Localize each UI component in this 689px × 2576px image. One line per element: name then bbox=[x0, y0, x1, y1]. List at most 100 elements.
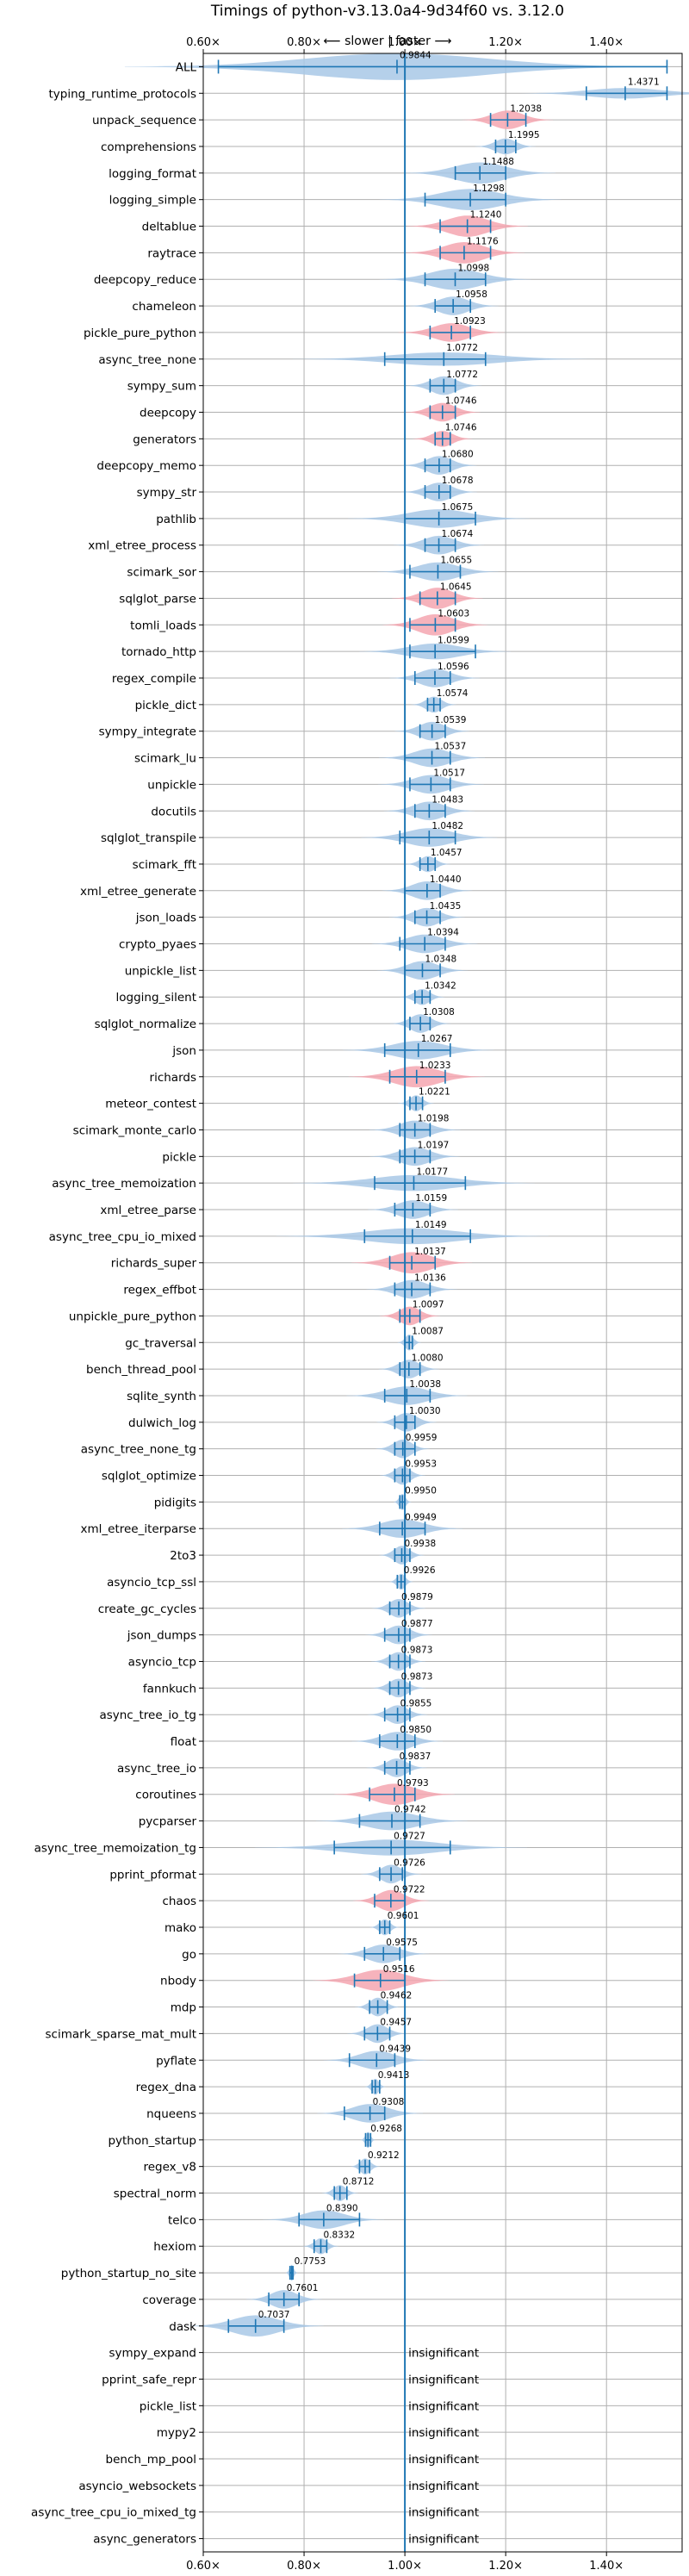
insignificant-label: insignificant bbox=[408, 2373, 479, 2386]
value-label: 1.0958 bbox=[456, 289, 487, 300]
y-tick-label: bench_thread_pool bbox=[86, 1363, 196, 1377]
y-tick-label: sympy_sum bbox=[127, 380, 196, 394]
value-label: 0.7037 bbox=[258, 2310, 290, 2320]
x-tick-label-bottom: 1.00× bbox=[388, 2560, 422, 2573]
x-tick-label-top: 1.40× bbox=[589, 36, 624, 49]
chart-title: Timings of python-v3.13.0a4-9d34f60 vs. … bbox=[210, 3, 564, 20]
value-label: 0.9959 bbox=[406, 1433, 438, 1443]
value-label: 1.1488 bbox=[482, 157, 514, 167]
y-tick-label: chameleon bbox=[132, 300, 196, 314]
y-tick-label: sqlglot_normalize bbox=[95, 1017, 196, 1031]
value-label: 0.9601 bbox=[388, 1911, 419, 1921]
insignificant-label: insignificant bbox=[408, 2453, 479, 2467]
value-label: 0.9949 bbox=[405, 1512, 437, 1522]
y-tick-label: json_loads bbox=[135, 912, 196, 925]
value-label: 1.0435 bbox=[430, 901, 462, 912]
value-label: 1.0517 bbox=[433, 768, 465, 779]
tick-layer: 0.60× 0.60× 0.80× 0.80× 1.00× 1.00× 1.20× 1.20×… bbox=[31, 36, 624, 2573]
label-layer: 0.9844 1.4371 1.2038 1.1995 1.1488 1.1298 1.12… bbox=[258, 51, 660, 2547]
y-tick-label: deepcopy bbox=[140, 406, 196, 420]
y-tick-label: dask bbox=[169, 2320, 196, 2334]
y-tick-label: async_tree_memoization bbox=[52, 1177, 196, 1191]
value-label: 1.0574 bbox=[437, 688, 469, 699]
value-label: 1.0394 bbox=[427, 928, 459, 938]
value-label: 1.0675 bbox=[442, 502, 474, 513]
value-label: 0.9516 bbox=[383, 1964, 415, 1975]
y-tick-label: sympy_integrate bbox=[99, 725, 196, 739]
x-tick-label-top: 1.20× bbox=[488, 36, 523, 49]
y-tick-label: sympy_expand bbox=[109, 2347, 196, 2361]
value-label: 0.9837 bbox=[400, 1752, 431, 1762]
insignificant-label: insignificant bbox=[408, 2399, 479, 2413]
value-label: 1.0655 bbox=[440, 556, 472, 566]
value-label: 1.0342 bbox=[425, 980, 456, 991]
y-tick-label: xml_etree_process bbox=[88, 539, 196, 553]
y-tick-label: scimark_lu bbox=[134, 752, 196, 766]
y-tick-label: regex_v8 bbox=[143, 2161, 196, 2175]
y-tick-label: float bbox=[171, 1735, 196, 1749]
value-label: 1.0137 bbox=[414, 1247, 446, 1257]
value-label: 0.9727 bbox=[394, 1832, 425, 1842]
y-tick-label: coroutines bbox=[135, 1789, 196, 1802]
y-tick-label: spectral_norm bbox=[114, 2187, 196, 2201]
value-label: 0.8712 bbox=[343, 2177, 375, 2187]
y-tick-label: bench_mp_pool bbox=[106, 2453, 196, 2467]
y-tick-label: chaos bbox=[162, 1895, 196, 1908]
y-tick-label: regex_effbot bbox=[123, 1284, 196, 1297]
y-tick-label: mako bbox=[164, 1921, 196, 1935]
y-tick-label: asyncio_tcp bbox=[128, 1655, 196, 1669]
y-tick-label: 2to3 bbox=[170, 1549, 196, 1563]
y-tick-label: python_startup_no_site bbox=[61, 2267, 196, 2280]
y-tick-label: unpickle bbox=[147, 778, 196, 792]
y-tick-label: ALL bbox=[176, 60, 197, 74]
value-label: 0.9457 bbox=[380, 2018, 412, 2028]
value-label: 1.0746 bbox=[445, 422, 477, 432]
value-label: 1.0923 bbox=[454, 316, 486, 327]
y-tick-label: pprint_safe_repr bbox=[102, 2373, 196, 2386]
y-tick-label: scimark_sparse_mat_mult bbox=[46, 2027, 196, 2041]
y-tick-label: logging_format bbox=[109, 167, 196, 181]
y-tick-label: generators bbox=[133, 432, 196, 446]
value-label: 1.1240 bbox=[470, 210, 502, 221]
value-label: 1.0596 bbox=[438, 662, 469, 672]
y-tick-label: mdp bbox=[171, 2001, 196, 2015]
y-tick-label: typing_runtime_protocols bbox=[49, 87, 197, 101]
value-label: 1.0645 bbox=[440, 582, 472, 593]
plot-frame bbox=[202, 53, 683, 2553]
value-label: 1.4371 bbox=[628, 77, 660, 87]
value-label: 1.1995 bbox=[508, 130, 540, 140]
value-label: 0.7601 bbox=[287, 2283, 319, 2293]
value-label: 0.9308 bbox=[373, 2097, 405, 2107]
y-tick-label: logging_silent bbox=[116, 991, 196, 1005]
value-label: 1.0772 bbox=[446, 343, 478, 353]
y-tick-label: pathlib bbox=[156, 513, 196, 526]
y-tick-label: async_tree_memoization_tg bbox=[34, 1841, 196, 1855]
y-tick-label: xml_etree_generate bbox=[80, 885, 196, 899]
y-tick-label: richards_super bbox=[111, 1257, 197, 1271]
value-label: 1.0539 bbox=[435, 715, 467, 725]
value-label: 1.2038 bbox=[510, 103, 542, 114]
x-tick-label-bottom: 1.20× bbox=[488, 2560, 523, 2573]
y-tick-label: pickle_list bbox=[140, 2399, 196, 2413]
value-label: 1.0482 bbox=[431, 821, 463, 831]
x-tick-label-bottom: 1.40× bbox=[589, 2560, 624, 2573]
value-label: 0.9938 bbox=[404, 1539, 436, 1549]
y-tick-label: deepcopy_memo bbox=[96, 459, 196, 473]
y-tick-label: sympy_str bbox=[137, 486, 197, 500]
y-tick-label: async_tree_none_tg bbox=[81, 1443, 196, 1457]
y-tick-label: gc_traversal bbox=[125, 1336, 196, 1350]
y-tick-label: async_generators bbox=[93, 2533, 196, 2547]
y-tick-label: deltablue bbox=[142, 221, 196, 234]
value-label: 0.9873 bbox=[401, 1646, 433, 1656]
y-tick-label: sqlglot_transpile bbox=[101, 831, 196, 845]
value-label: 0.9844 bbox=[400, 51, 431, 61]
y-tick-label: xml_etree_iterparse bbox=[81, 1522, 197, 1536]
value-label: 0.7753 bbox=[295, 2256, 326, 2267]
y-tick-label: logging_simple bbox=[109, 194, 196, 208]
y-tick-label: unpickle_pure_python bbox=[69, 1310, 196, 1323]
y-tick-label: telco bbox=[168, 2213, 196, 2227]
x-tick-label-bottom: 0.60× bbox=[186, 2560, 220, 2573]
y-tick-label: sqlglot_parse bbox=[119, 592, 196, 606]
y-tick-label: deepcopy_reduce bbox=[94, 273, 196, 287]
